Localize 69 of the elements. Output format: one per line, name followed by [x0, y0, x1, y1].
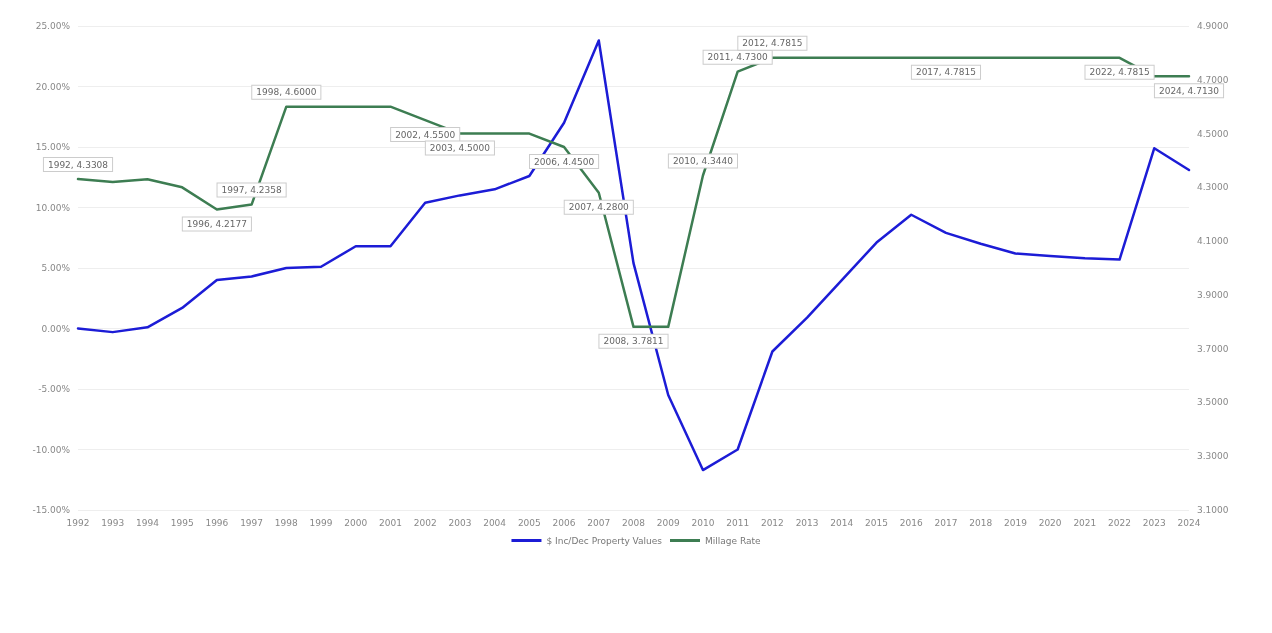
y-tick-label: 15.00%	[35, 142, 71, 152]
y2-tick-label: 3.3000	[1197, 451, 1229, 462]
y2-tick-label: 3.5000	[1197, 397, 1229, 408]
x-tick-label: 1999	[309, 517, 333, 528]
y-tick-label: -15.00%	[32, 505, 71, 515]
data-label: 2011, 4.7300	[707, 52, 768, 63]
x-tick-label: 2023	[1142, 517, 1166, 528]
y-tick-label: 5.00%	[41, 263, 71, 273]
legend-label: $ Inc/Dec Property Values	[546, 535, 663, 546]
y2-tick-label: 3.7000	[1197, 343, 1229, 354]
y2-tick-label: 4.7000	[1197, 74, 1229, 85]
data-label: 2002, 4.5500	[395, 129, 456, 140]
x-tick-label: 2022	[1108, 517, 1132, 528]
x-tick-label: 2002	[413, 517, 437, 528]
x-tick-label: 1995	[170, 517, 194, 528]
data-label: 1997, 4.2358	[221, 185, 282, 196]
data-label: 2024, 4.7130	[1158, 85, 1220, 96]
x-tick-label: 2011	[726, 517, 750, 528]
x-tick-label: 2004	[483, 517, 507, 528]
x-tick-label: 2001	[379, 517, 402, 528]
data-label: 2010, 4.3440	[672, 156, 734, 166]
x-tick-label: 2018	[969, 517, 993, 528]
y2-tick-label: 4.3000	[1197, 182, 1229, 193]
x-tick-label: 1992	[66, 517, 90, 528]
y-tick-label: 25.00%	[35, 21, 71, 31]
data-label: 2003, 4.5000	[429, 143, 491, 154]
y2-tick-label: 4.1000	[1197, 236, 1229, 247]
y-tick-label: 0.00%	[41, 323, 71, 334]
x-tick-label: 2010	[691, 517, 715, 528]
x-tick-label: 2003	[448, 517, 472, 528]
x-tick-label: 2007	[587, 517, 611, 528]
x-tick-label: 2009	[656, 517, 680, 528]
x-tick-label: 2008	[622, 517, 646, 528]
data-label: 2017, 4.7815	[915, 67, 977, 78]
x-tick-label: 2016	[899, 517, 923, 528]
x-tick-label: 1998	[274, 517, 299, 528]
y2-tick-label: 4.9000	[1197, 21, 1229, 31]
x-tick-label: 2005	[517, 517, 541, 528]
x-tick-label: 2024	[1177, 517, 1201, 528]
data-label: 1998, 4.6000	[256, 87, 317, 98]
x-tick-label: 2013	[795, 517, 819, 528]
data-label: 2006, 4.4500	[534, 156, 595, 167]
data-label: 2022, 4.7815	[1089, 67, 1150, 78]
x-tick-label: 2021	[1073, 517, 1097, 528]
y-tick-label: 20.00%	[35, 81, 71, 92]
x-tick-label: 1997	[240, 517, 264, 528]
x-tick-label: 2000	[344, 517, 368, 528]
y2-tick-label: 4.5000	[1197, 128, 1229, 139]
y2-tick-label: 3.1000	[1197, 505, 1229, 515]
legend-label: Millage Rate	[705, 535, 761, 546]
data-label: 2007, 4.2800	[568, 202, 630, 213]
y-tick-label: 10.00%	[35, 202, 71, 213]
x-tick-label: 2015	[865, 517, 888, 528]
y-tick-label: -10.00%	[32, 444, 71, 455]
data-label: 2012, 4.7815	[742, 38, 803, 49]
data-label: 2008, 3.7811	[603, 336, 664, 347]
x-tick-label: 1994	[135, 517, 160, 528]
x-tick-label: 1993	[101, 517, 125, 528]
x-tick-label: 1996	[205, 517, 229, 528]
x-tick-label: 2020	[1038, 517, 1062, 528]
x-tick-label: 2014	[830, 517, 854, 528]
x-tick-label: 2012	[760, 517, 784, 528]
y-tick-label: -5.00%	[38, 384, 71, 394]
x-tick-label: 2019	[1003, 517, 1028, 528]
data-label: 1996, 4.2177	[186, 218, 247, 229]
y2-tick-label: 3.9000	[1197, 289, 1229, 300]
data-label: 1992, 4.3308	[47, 159, 109, 170]
x-tick-label: 2017	[934, 517, 958, 528]
x-tick-label: 2006	[552, 517, 576, 528]
